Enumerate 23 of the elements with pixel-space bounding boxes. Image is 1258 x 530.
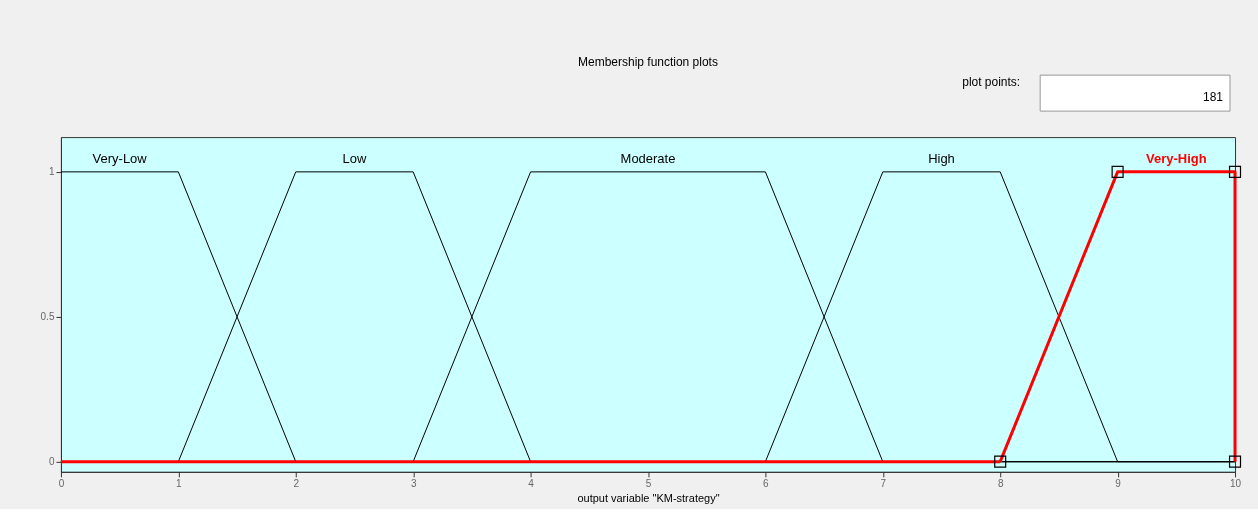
x-tick-label: 2	[293, 478, 300, 490]
x-tick-label: 9	[1115, 478, 1122, 490]
x-tick-label: 8	[997, 478, 1004, 490]
y-tick-label: 0.5	[40, 311, 55, 323]
text: plot points:	[962, 75, 1021, 90]
x-tick-label: 1	[176, 478, 183, 490]
text: 181	[1203, 90, 1224, 105]
y-tick-label: 1	[48, 166, 55, 178]
series-label: Very-Low	[92, 151, 148, 167]
series-label: High	[928, 151, 955, 167]
x-axis-title: output variable "KM-strategy"	[577, 492, 720, 505]
series-label: Very-High	[1146, 151, 1207, 167]
chart-title: Membership function plots	[578, 54, 718, 69]
series-label: Low	[342, 151, 367, 167]
x-tick-label: 5	[645, 478, 652, 490]
x-tick-label: 3	[410, 478, 417, 490]
x-tick-label: 0	[58, 478, 65, 490]
x-tick-label: 10	[1229, 478, 1242, 490]
series-label: Moderate	[620, 151, 676, 167]
x-tick-label: 4	[528, 478, 535, 490]
y-tick-label: 0	[48, 456, 55, 468]
x-tick-label: 6	[763, 478, 770, 490]
x-tick-label: 7	[880, 478, 887, 490]
